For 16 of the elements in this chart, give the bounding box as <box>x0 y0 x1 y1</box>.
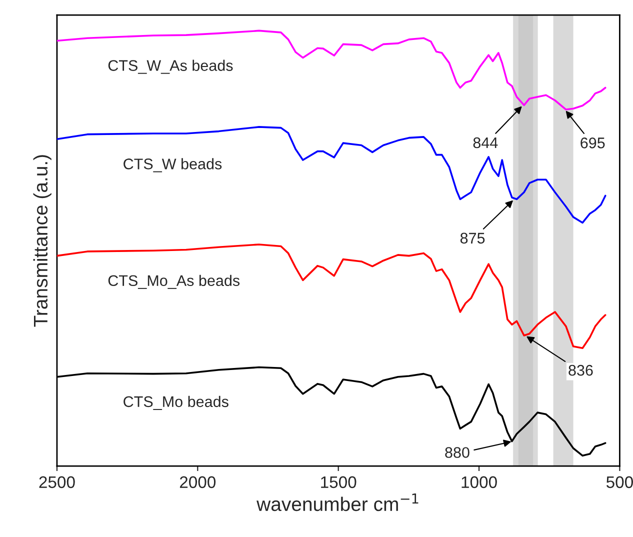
annotation: 836 <box>568 364 593 376</box>
x-tick-label: 2500 <box>39 476 75 488</box>
x-axis-title: wavenumber cm$^{−1}$ <box>256 494 418 512</box>
x-tick-label: 1000 <box>462 476 497 488</box>
x-tick-label: 2000 <box>180 476 216 488</box>
annotation: 695 <box>580 138 605 148</box>
x-tick-label: 1500 <box>321 476 356 488</box>
annotation: 875 <box>460 232 485 244</box>
series-label: CTS_Mo beads <box>124 396 228 410</box>
y-axis-title: Transmittance (a.u.) <box>33 155 52 327</box>
series-label: CTS_Mo_As beads <box>108 274 240 289</box>
series-label: CTS_W beads <box>124 158 222 172</box>
x-tick-label: 500 <box>606 476 633 488</box>
annotation: 880 <box>445 447 470 458</box>
series-label: CTS_W_As beads <box>108 60 233 74</box>
annotation: 844 <box>473 137 498 148</box>
